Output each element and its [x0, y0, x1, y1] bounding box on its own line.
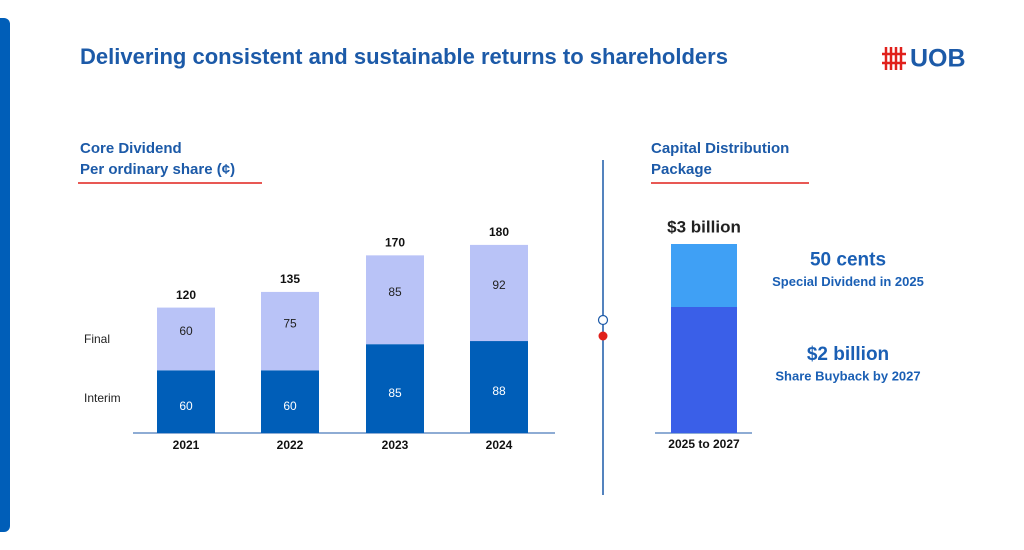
x-tick-label: 2021	[173, 438, 200, 452]
logo: UOB	[882, 45, 966, 73]
page-dot	[598, 331, 608, 341]
bar-segment	[366, 344, 424, 433]
x-tick-label: 2024	[486, 438, 513, 452]
x-tick-label: 2023	[382, 438, 409, 452]
total-label: 170	[385, 236, 405, 250]
segment-annotation: $2 billion	[807, 344, 889, 365]
total-label: 180	[489, 225, 509, 239]
chart-title: Core Dividend	[80, 140, 182, 157]
chart-title: Capital Distribution	[651, 140, 789, 157]
logo-text: UOB	[910, 45, 966, 73]
segment-label: 75	[283, 316, 297, 330]
slide-title: Delivering consistent and sustainable re…	[80, 44, 728, 69]
segment-label: 60	[179, 399, 193, 413]
total-label: $3 billion	[667, 217, 741, 236]
bar-segment	[157, 307, 215, 371]
edge-bar	[0, 18, 10, 532]
bar-segment	[470, 244, 528, 342]
bar-segment	[671, 244, 737, 307]
segment-label: 88	[492, 384, 506, 398]
segment-annotation: 50 cents	[810, 250, 886, 271]
bar-segment	[470, 341, 528, 433]
series-label: Final	[84, 332, 110, 346]
segment-label: 92	[492, 278, 506, 292]
chart-subtitle: Per ordinary share (¢)	[80, 161, 235, 178]
bar-segment	[157, 370, 215, 433]
segment-name: Share Buyback by 2027	[775, 368, 920, 383]
total-label: 120	[176, 288, 196, 302]
bar-segment	[671, 307, 737, 433]
x-tick-label: 2022	[277, 438, 304, 452]
series-label: Interim	[84, 391, 121, 405]
segment-label: 85	[388, 386, 402, 400]
page-dot	[597, 314, 609, 326]
bar-segment	[366, 255, 424, 345]
total-label: 135	[280, 272, 300, 286]
chart-subtitle: Package	[651, 161, 712, 178]
segment-name: Special Dividend in 2025	[772, 274, 924, 289]
segment-label: 60	[179, 324, 193, 338]
bar-segment	[261, 370, 319, 433]
x-tick-label: 2025 to 2027	[668, 437, 740, 451]
segment-label: 60	[283, 399, 297, 413]
bar-segment	[261, 291, 319, 371]
segment-label: 85	[388, 285, 402, 299]
